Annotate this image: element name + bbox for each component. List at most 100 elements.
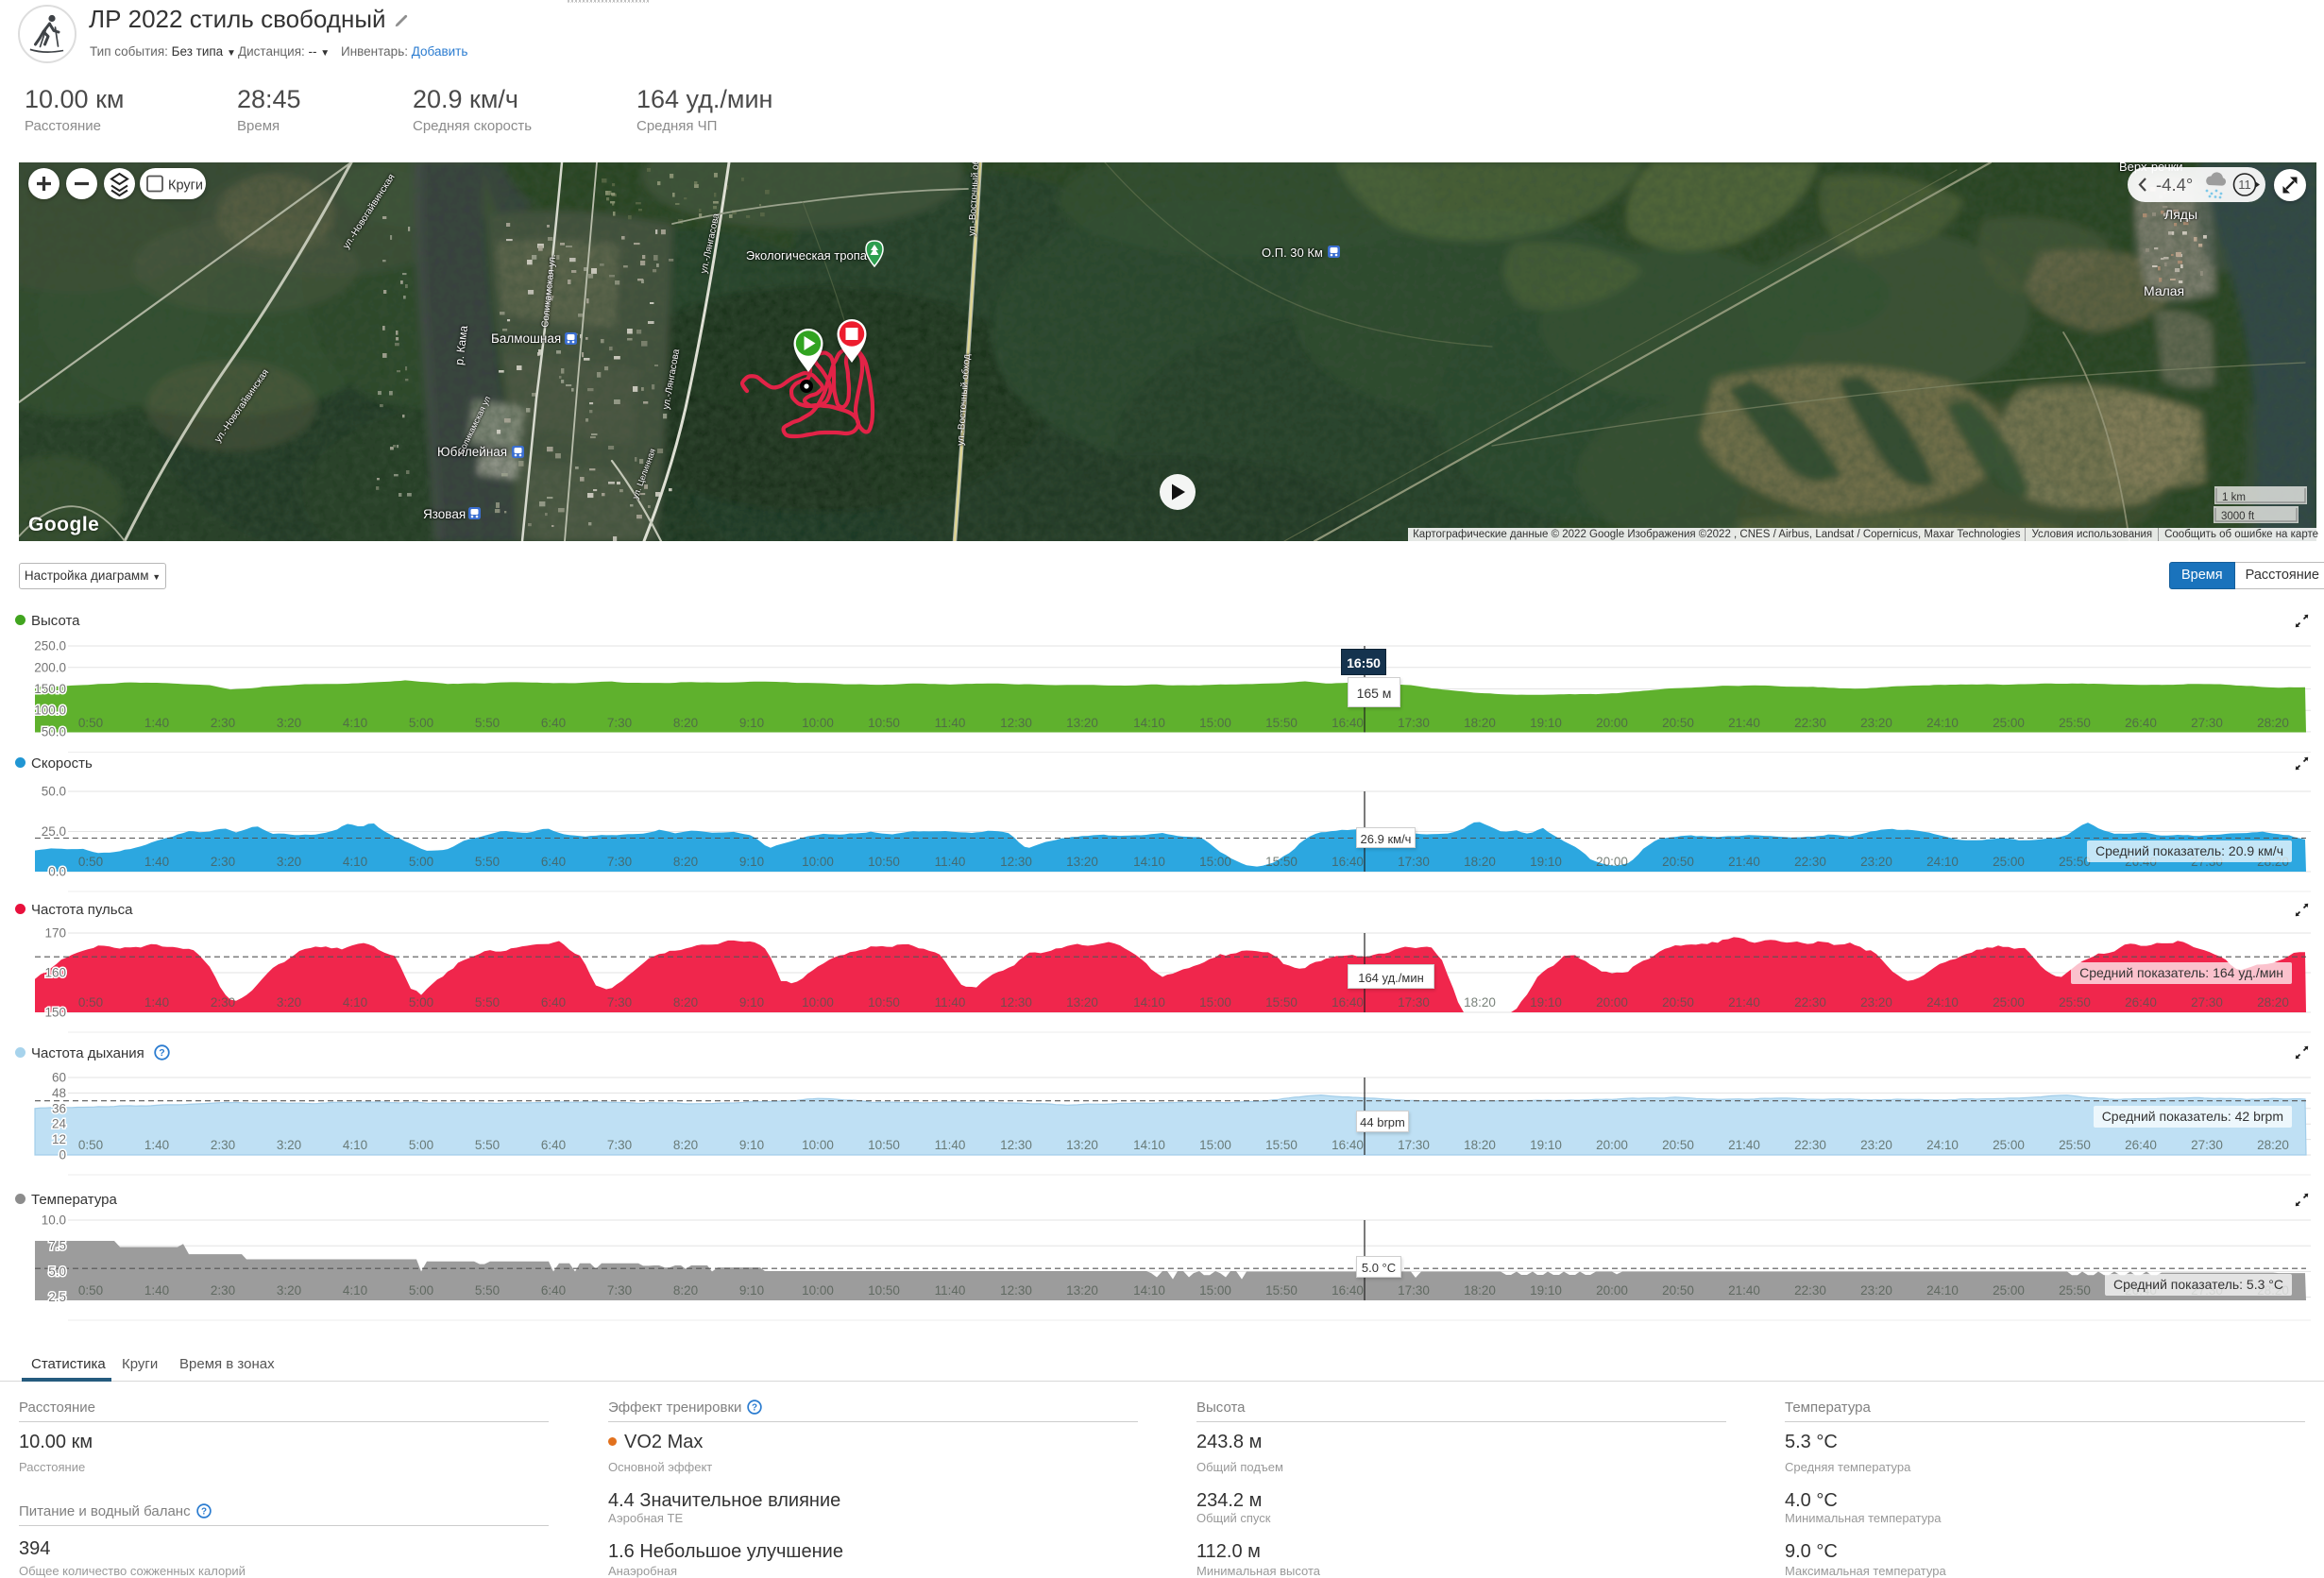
svg-text:23:20: 23:20	[1860, 995, 1892, 1010]
svg-text:21:40: 21:40	[1728, 995, 1760, 1010]
svg-text:5:00: 5:00	[409, 1138, 433, 1152]
svg-text:20:00: 20:00	[1596, 716, 1628, 730]
svg-text:19:10: 19:10	[1530, 995, 1562, 1010]
svg-text:Язовая: Язовая	[423, 507, 466, 521]
svg-text:7:30: 7:30	[607, 716, 632, 730]
svg-text:200.0: 200.0	[34, 660, 66, 674]
svg-text:8:20: 8:20	[673, 855, 698, 869]
svg-text:1:40: 1:40	[144, 855, 169, 869]
svg-text:7:30: 7:30	[607, 995, 632, 1010]
svg-text:17:30: 17:30	[1398, 716, 1430, 730]
svg-text:20:00: 20:00	[1596, 995, 1628, 1010]
svg-text:3:20: 3:20	[277, 716, 301, 730]
svg-text:9:10: 9:10	[739, 716, 764, 730]
svg-text:11:40: 11:40	[935, 1138, 966, 1152]
svg-text:16:40: 16:40	[1332, 1138, 1364, 1152]
svg-text:25.0: 25.0	[42, 824, 66, 839]
svg-text:4:10: 4:10	[343, 995, 367, 1010]
svg-text:10:00: 10:00	[802, 855, 834, 869]
svg-text:18:20: 18:20	[1464, 716, 1496, 730]
svg-text:26:40: 26:40	[2125, 1138, 2157, 1152]
svg-text:20:50: 20:50	[1662, 1283, 1694, 1298]
svg-text:7:30: 7:30	[607, 855, 632, 869]
svg-text:21:40: 21:40	[1728, 1283, 1760, 1298]
svg-text:19:10: 19:10	[1530, 1283, 1562, 1298]
svg-text:8:20: 8:20	[673, 995, 698, 1010]
svg-text:8:20: 8:20	[673, 716, 698, 730]
svg-text:0:50: 0:50	[78, 1138, 103, 1152]
svg-text:13:20: 13:20	[1066, 855, 1098, 869]
svg-text:23:20: 23:20	[1860, 1138, 1892, 1152]
svg-text:15:50: 15:50	[1265, 995, 1298, 1010]
svg-text:0:50: 0:50	[78, 855, 103, 869]
svg-text:17:30: 17:30	[1398, 1138, 1430, 1152]
svg-text:6:40: 6:40	[541, 995, 566, 1010]
svg-text:5:50: 5:50	[475, 1283, 500, 1298]
svg-text:27:30: 27:30	[2191, 1138, 2223, 1152]
svg-text:5:00: 5:00	[409, 716, 433, 730]
svg-text:6:40: 6:40	[541, 1138, 566, 1152]
svg-text:9:10: 9:10	[739, 995, 764, 1010]
svg-text:16:40: 16:40	[1332, 855, 1364, 869]
svg-text:22:30: 22:30	[1794, 855, 1826, 869]
svg-text:12:30: 12:30	[1000, 716, 1032, 730]
svg-text:20:00: 20:00	[1596, 855, 1628, 869]
svg-text:50.0: 50.0	[42, 724, 66, 738]
svg-text:4:10: 4:10	[343, 1283, 367, 1298]
svg-text:20:00: 20:00	[1596, 1283, 1628, 1298]
svg-text:10:00: 10:00	[802, 1138, 834, 1152]
svg-text:17:30: 17:30	[1398, 1283, 1430, 1298]
svg-text:20:00: 20:00	[1596, 1138, 1628, 1152]
svg-text:1:40: 1:40	[144, 1283, 169, 1298]
svg-text:5:00: 5:00	[409, 1283, 433, 1298]
svg-text:25:00: 25:00	[1993, 995, 2025, 1010]
svg-text:15:50: 15:50	[1265, 1283, 1298, 1298]
svg-text:10:50: 10:50	[868, 995, 900, 1010]
svg-text:0: 0	[59, 1148, 66, 1162]
svg-text:25:50: 25:50	[2059, 1138, 2091, 1152]
svg-text:10.0: 10.0	[42, 1213, 66, 1228]
svg-text:14:10: 14:10	[1133, 1283, 1165, 1298]
svg-text:Малая: Малая	[2144, 283, 2184, 298]
svg-text:Ляды: Ляды	[2164, 207, 2197, 222]
svg-text:?: ?	[159, 1047, 164, 1059]
svg-text:0:50: 0:50	[78, 995, 103, 1010]
svg-text:11:40: 11:40	[935, 855, 966, 869]
svg-text:5:50: 5:50	[475, 716, 500, 730]
svg-text:25:50: 25:50	[2059, 995, 2091, 1010]
svg-text:25:50: 25:50	[2059, 855, 2091, 869]
svg-text:26:40: 26:40	[2125, 716, 2157, 730]
svg-text:12: 12	[52, 1132, 66, 1146]
svg-text:160: 160	[44, 966, 66, 980]
svg-text:10:00: 10:00	[802, 995, 834, 1010]
svg-text:5.0: 5.0	[48, 1264, 66, 1279]
svg-text:5:50: 5:50	[475, 995, 500, 1010]
svg-text:18:20: 18:20	[1464, 1138, 1496, 1152]
svg-text:15:00: 15:00	[1199, 995, 1231, 1010]
svg-text:13:20: 13:20	[1066, 995, 1098, 1010]
svg-text:2.5: 2.5	[48, 1290, 66, 1304]
svg-text:14:10: 14:10	[1133, 855, 1165, 869]
svg-text:24:10: 24:10	[1926, 1138, 1959, 1152]
svg-text:21:40: 21:40	[1728, 716, 1760, 730]
svg-text:23:20: 23:20	[1860, 855, 1892, 869]
svg-text:1:40: 1:40	[144, 1138, 169, 1152]
svg-text:20:50: 20:50	[1662, 1138, 1694, 1152]
svg-text:12:30: 12:30	[1000, 1138, 1032, 1152]
svg-text:9:10: 9:10	[739, 1283, 764, 1298]
svg-text:3:20: 3:20	[277, 1138, 301, 1152]
svg-text:2:30: 2:30	[211, 1138, 235, 1152]
svg-text:27:30: 27:30	[2191, 995, 2223, 1010]
svg-text:1:40: 1:40	[144, 716, 169, 730]
svg-text:26:40: 26:40	[2125, 995, 2157, 1010]
svg-text:23:20: 23:20	[1860, 716, 1892, 730]
svg-text:27:30: 27:30	[2191, 716, 2223, 730]
svg-text:9:10: 9:10	[739, 1138, 764, 1152]
svg-text:2:30: 2:30	[211, 855, 235, 869]
svg-text:60: 60	[52, 1071, 66, 1085]
svg-text:0:50: 0:50	[78, 1283, 103, 1298]
svg-text:7:30: 7:30	[607, 1283, 632, 1298]
svg-text:0:50: 0:50	[78, 716, 103, 730]
svg-text:8:20: 8:20	[673, 1283, 698, 1298]
svg-text:4:10: 4:10	[343, 716, 367, 730]
